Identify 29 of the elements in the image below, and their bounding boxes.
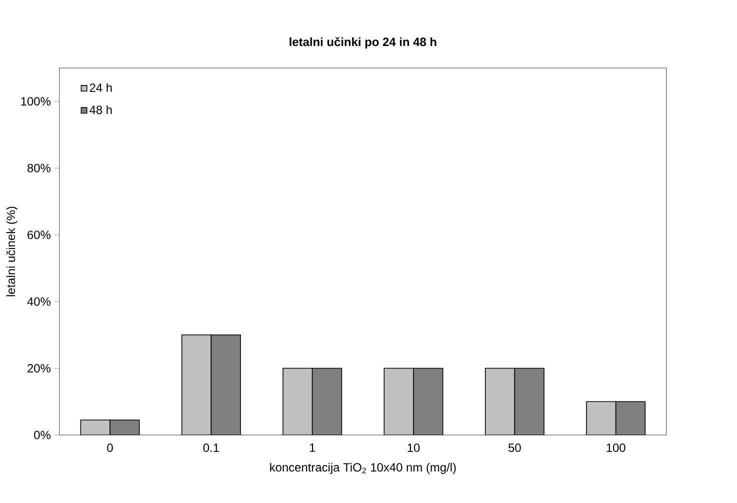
y-tick-label: 0% xyxy=(34,430,50,440)
bar xyxy=(413,368,444,435)
y-tick-label: 60% xyxy=(28,230,50,240)
bar xyxy=(80,420,110,435)
bar xyxy=(615,401,646,435)
x-tick-label: 50 xyxy=(508,444,521,452)
legend-label: 24 h xyxy=(90,83,112,92)
bar xyxy=(514,368,544,435)
bar xyxy=(586,401,616,435)
y-tick-label: 80% xyxy=(27,164,50,172)
x-tick-label: 0 xyxy=(107,444,113,452)
x-axis-title: koncentracija TiO$_{2}$ 10x40 nm (mg/l) xyxy=(270,462,456,474)
bar xyxy=(210,334,241,435)
bar xyxy=(282,368,313,435)
x-tick-label: 0.1 xyxy=(203,444,219,452)
bar xyxy=(110,420,140,435)
bar xyxy=(312,368,342,435)
bar xyxy=(484,368,516,435)
x-tick-label: 100 xyxy=(606,444,626,452)
x-tick-label: 1 xyxy=(310,444,316,452)
chart-title: letalni učinki po 24 in 48 h xyxy=(290,37,436,48)
bar xyxy=(181,334,212,435)
legend-label: 48 h xyxy=(90,105,112,114)
y-tick-label: 20% xyxy=(28,364,50,372)
y-tick-label: 40% xyxy=(27,297,50,306)
x-tick-label: 10 xyxy=(408,444,420,452)
bar xyxy=(384,368,414,435)
y-tick-label: 100% xyxy=(21,97,50,106)
y-axis-title: letalni učinek (%) xyxy=(6,206,18,296)
